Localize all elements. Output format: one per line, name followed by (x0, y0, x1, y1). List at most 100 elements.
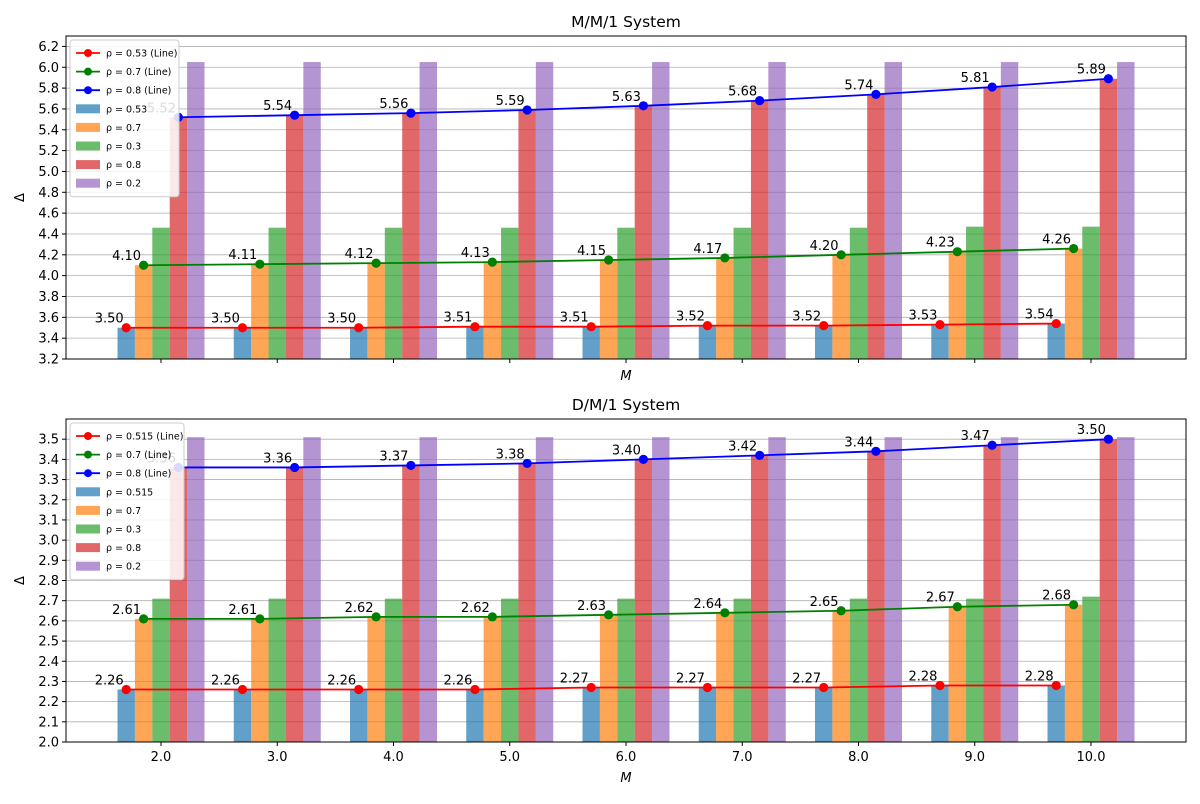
legend-box (69, 39, 180, 198)
series-marker-2-4.0 (371, 612, 381, 622)
bar-1-8.0 (815, 325, 833, 359)
bar-4-6.0 (634, 459, 653, 742)
series-marker-2-4.0 (371, 258, 381, 268)
series-marker-1-10.0 (1051, 680, 1061, 691)
series-marker-2-10.0 (1069, 600, 1079, 610)
data-label-1-7.0: 2.27 (676, 671, 705, 686)
bar-3-4.0 (384, 598, 403, 742)
bar-3-10.0 (1082, 596, 1100, 742)
legend-bar-swatch (76, 505, 100, 515)
y-tick-label: 3.2 (38, 493, 59, 508)
bar-1-10.0 (1047, 685, 1065, 742)
data-label-2-8.0: 2.65 (810, 595, 839, 610)
series-marker-2-5.0 (487, 612, 497, 622)
x-tick-label: 7.0 (732, 750, 753, 765)
data-label-2-5.0: 2.62 (461, 601, 490, 616)
y-axis-label: Δ (13, 193, 28, 202)
series-marker-2-6.0 (604, 255, 614, 265)
y-tick-label: 5.4 (38, 123, 59, 138)
series-marker-3-6.0 (638, 454, 649, 464)
data-label-2-3.0: 4.11 (228, 248, 257, 263)
data-label-1-9.0: 2.28 (908, 669, 937, 684)
series-marker-1-3.0 (237, 323, 248, 333)
bar-2-6.0 (599, 260, 618, 359)
bar-1-9.0 (931, 324, 949, 359)
series-marker-1-3.0 (237, 684, 248, 695)
series-marker-3-5.0 (522, 105, 532, 115)
x-tick-label: 9.0 (964, 750, 985, 765)
data-label-3-3.0: 3.36 (263, 451, 292, 466)
legend-bar-swatch (76, 104, 100, 114)
legend-bar-swatch (76, 160, 100, 170)
series-marker-2-6.0 (604, 610, 614, 620)
series-marker-1-6.0 (586, 322, 596, 332)
y-tick-label: 2.3 (38, 675, 59, 690)
series-marker-3-6.0 (638, 101, 649, 111)
x-axis: 2.0 3.0 4.0 5.0 6.0 7.0 8.0 9.0 10.0 (151, 742, 1105, 765)
bar-2-5.0 (483, 262, 502, 359)
series-marker-3-10.0 (1103, 434, 1113, 444)
y-tick-label: 2.0 (38, 736, 59, 751)
bar-3-2.0 (152, 598, 170, 742)
legend-label: ρ = 0.2 (106, 179, 141, 190)
series-marker-3-8.0 (871, 446, 881, 456)
bar-5-9.0 (1000, 62, 1019, 359)
bar-4-9.0 (983, 445, 1001, 742)
legend-marker-swatch (84, 49, 92, 57)
series-marker-2-7.0 (720, 608, 730, 618)
bar-1-3.0 (233, 689, 252, 742)
legend-label: ρ = 0.3 (106, 525, 141, 536)
legend-label: ρ = 0.7 (Line) (106, 450, 171, 461)
data-label-2-9.0: 4.23 (926, 236, 955, 251)
y-tick-label: 3.4 (38, 453, 59, 468)
series-marker-2-5.0 (487, 257, 497, 267)
bar-2-10.0 (1064, 248, 1083, 359)
y-tick-label: 2.6 (38, 614, 59, 629)
legend: ρ = 0.515 (Line) ρ = 0.7 (Line) ρ = 0.8 (L… (69, 422, 185, 581)
series-marker-2-2.0 (139, 614, 149, 624)
bar-3-5.0 (501, 598, 519, 742)
data-label-1-4.0: 2.26 (327, 674, 356, 689)
y-tick-label: 5.6 (38, 102, 59, 117)
bar-1-2.0 (117, 689, 135, 742)
data-label-2-7.0: 4.17 (693, 242, 722, 257)
bar-5-2.0 (187, 62, 205, 359)
series-marker-3-3.0 (290, 462, 300, 473)
data-label-3-6.0: 3.40 (612, 443, 641, 458)
bar-2-7.0 (716, 612, 734, 742)
data-label-3-7.0: 3.42 (728, 439, 757, 454)
bar-3-7.0 (733, 227, 751, 359)
bar-5-6.0 (652, 437, 670, 742)
bars (117, 437, 1135, 742)
y-tick-label: 4.0 (38, 269, 59, 284)
data-label-1-3.0: 3.50 (211, 312, 240, 327)
bar-2-9.0 (948, 251, 967, 359)
legend-label: ρ = 0.515 (Line) (106, 432, 183, 443)
data-label-1-2.0: 3.50 (95, 312, 124, 327)
series-marker-2-8.0 (836, 250, 846, 260)
data-label-1-8.0: 2.27 (792, 671, 821, 686)
bar-5-4.0 (419, 62, 437, 359)
series-marker-2-3.0 (255, 259, 265, 269)
bar-4-10.0 (1099, 439, 1118, 742)
bar-3-10.0 (1082, 226, 1100, 359)
legend-box (69, 422, 185, 581)
series-marker-3-8.0 (871, 89, 881, 99)
series-marker-2-3.0 (255, 614, 265, 624)
bars (117, 62, 1135, 359)
data-label-2-10.0: 4.26 (1042, 233, 1071, 248)
series-marker-1-8.0 (819, 682, 829, 693)
y-tick-label: 3.8 (38, 290, 59, 305)
bar-1-10.0 (1047, 323, 1065, 359)
series-marker-1-4.0 (354, 684, 364, 695)
data-label-3-6.0: 5.63 (612, 90, 641, 105)
legend-label: ρ = 0.8 (Line) (106, 86, 171, 97)
line-series: 3.50 3.50 3.50 3.51 3.51 3.52 3.52 3.53 3.54 4.10… (95, 63, 1113, 333)
legend-label: ρ = 0.8 (Line) (106, 469, 171, 480)
bar-1-6.0 (582, 687, 600, 742)
bar-3-6.0 (617, 227, 635, 359)
bar-5-10.0 (1117, 437, 1135, 742)
data-label-2-6.0: 2.63 (577, 599, 606, 614)
data-label-2-7.0: 2.64 (693, 597, 722, 612)
